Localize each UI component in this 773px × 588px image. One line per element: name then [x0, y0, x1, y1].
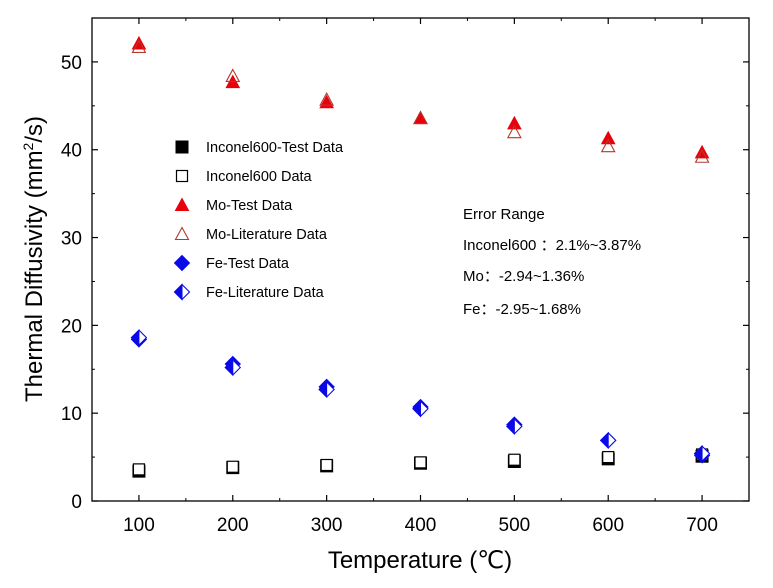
legend-label-fe-literature-data: Fe-Literature Data [206, 285, 325, 301]
point-mo-literature-data [131, 39, 147, 54]
point-inconel600-data [602, 450, 615, 464]
point-inconel600-data [508, 453, 521, 466]
x-tick-label: 600 [592, 515, 624, 536]
point-mo-literature-data [413, 110, 428, 125]
y-tick-label: 40 [61, 141, 82, 162]
plot-area [91, 17, 750, 502]
y-tick-label: 20 [61, 316, 82, 337]
point-fe-literature-data [318, 380, 335, 399]
legend-marker-inconel600-test-data [175, 140, 189, 154]
annotation-inconel: Inconel600 ：2.1%~3.87% [463, 237, 641, 254]
legend-marker-mo-test-data [174, 197, 190, 211]
legend-label-inconel600-test-data: Inconel600-Test Data [206, 140, 344, 156]
point-fe-literature-data [224, 358, 242, 377]
y-tick-label: 0 [71, 492, 82, 513]
point-inconel600-data [226, 460, 239, 473]
y-tick-label: 50 [61, 53, 82, 74]
y-tick-label: 30 [61, 229, 82, 250]
legend-label-fe-test-data: Fe-Test Data [206, 256, 290, 272]
x-tick-label: 500 [499, 515, 531, 536]
point-mo-test-data [600, 130, 616, 145]
y-tick-label: 10 [61, 404, 82, 425]
legend-label-mo-test-data: Mo-Test Data [206, 198, 293, 214]
point-fe-literature-data [130, 328, 148, 347]
point-mo-test-data [507, 115, 522, 130]
legend-marker-fe-literature-data [173, 283, 191, 301]
point-fe-literature-data [599, 431, 617, 450]
y-axis-title: Thermal Diffusivity (mm2/s) [20, 116, 48, 402]
x-tick-label: 100 [123, 515, 155, 536]
x-tick-label: 300 [311, 515, 343, 536]
legend-marker-fe-test-data [173, 254, 191, 272]
data-points [130, 35, 711, 478]
annotation-mo: Mo：-2.94~1.36% [463, 268, 584, 285]
y-axis: 0 10 20 30 40 50 [61, 53, 749, 513]
point-mo-literature-data [694, 149, 710, 163]
point-fe-literature-data [506, 417, 523, 436]
point-mo-test-data [694, 144, 710, 159]
point-inconel600-data [320, 458, 333, 472]
x-tick-label: 700 [686, 515, 718, 536]
annotation-fe: Fe：-2.95~1.68% [463, 301, 581, 318]
x-tick-label: 200 [217, 515, 249, 536]
legend: Inconel600-Test Data Inconel600 Data Mo-Te… [173, 140, 344, 301]
point-fe-literature-data [693, 444, 711, 463]
error-range-annotation: Error Range Inconel600 ：2.1%~3.87% Mo：-2… [463, 206, 641, 318]
legend-marker-inconel600-data [175, 169, 189, 183]
point-inconel600-data [414, 456, 427, 469]
legend-marker-mo-literature-data [174, 226, 190, 241]
point-inconel600-data [132, 463, 146, 476]
x-axis: 100 200 300 400 500 600 700 [91, 18, 750, 536]
point-mo-literature-data [225, 68, 241, 83]
y-axis-title-main: Thermal Diffusivity (mm [21, 150, 48, 402]
y-axis-title-superscript: 2 [20, 142, 36, 150]
point-mo-literature-data [319, 92, 335, 106]
legend-label-mo-literature-data: Mo-Literature Data [206, 227, 328, 243]
point-mo-literature-data [506, 124, 522, 139]
x-tick-label: 400 [405, 515, 437, 536]
y-axis-title-end: /s) [21, 116, 48, 143]
point-mo-literature-data [600, 138, 616, 153]
x-axis-title: Temperature (℃) [328, 547, 512, 574]
annotation-title: Error Range [463, 206, 545, 223]
point-fe-literature-data [412, 400, 429, 418]
legend-label-inconel600-data: Inconel600 Data [206, 169, 313, 185]
